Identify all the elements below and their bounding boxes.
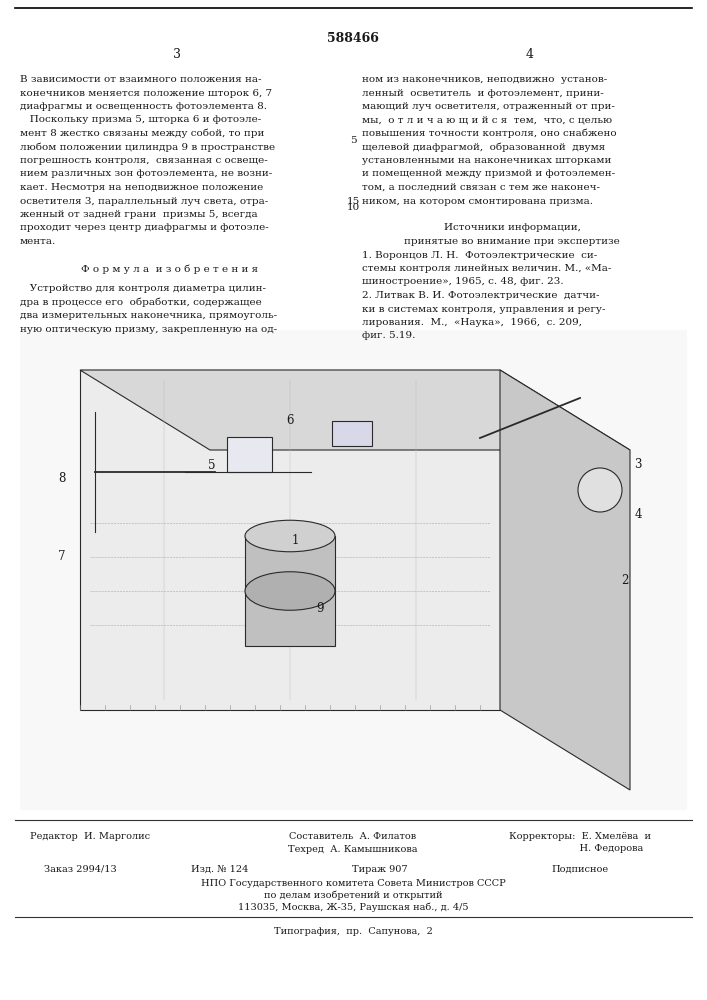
Text: 6: 6: [286, 414, 293, 428]
Text: осветителя 3, параллельный луч света, отра-: осветителя 3, параллельный луч света, от…: [20, 196, 268, 206]
Text: лирования.  М.,  «Наука»,  1966,  с. 209,: лирования. М., «Наука», 1966, с. 209,: [362, 318, 582, 327]
Text: 9: 9: [316, 601, 324, 614]
Text: мент 8 жестко связаны между собой, то при: мент 8 жестко связаны между собой, то пр…: [20, 129, 264, 138]
Text: 15: 15: [346, 196, 360, 206]
Polygon shape: [227, 437, 272, 472]
Circle shape: [578, 468, 622, 512]
Text: стемы контроля линейных величин. М., «Ма-: стемы контроля линейных величин. М., «Ма…: [362, 264, 612, 273]
Text: мающий луч осветителя, отраженный от при-: мающий луч осветителя, отраженный от при…: [362, 102, 615, 111]
Ellipse shape: [245, 520, 335, 552]
Text: Устройство для контроля диаметра цилин-: Устройство для контроля диаметра цилин-: [20, 284, 266, 293]
Text: принятые во внимание при экспертизе: принятые во внимание при экспертизе: [404, 237, 620, 246]
Text: и помещенной между призмой и фотоэлемен-: и помещенной между призмой и фотоэлемен-: [362, 169, 615, 178]
Text: ную оптическую призму, закрепленную на од-: ную оптическую призму, закрепленную на о…: [20, 325, 277, 334]
Ellipse shape: [245, 572, 335, 610]
Text: Типография,  пр.  Сапунова,  2: Типография, пр. Сапунова, 2: [274, 927, 433, 936]
Text: 8: 8: [58, 472, 66, 485]
Text: 1: 1: [291, 534, 298, 546]
Text: ки в системах контроля, управления и регу-: ки в системах контроля, управления и рег…: [362, 304, 605, 314]
Text: Подписное: Подписное: [551, 865, 609, 874]
Text: 5: 5: [209, 459, 216, 472]
Text: щелевой диафрагмой,  образованной  двумя: щелевой диафрагмой, образованной двумя: [362, 142, 605, 152]
Text: фиг. 5.19.: фиг. 5.19.: [362, 332, 416, 340]
Text: установленными на наконечниках шторками: установленными на наконечниках шторками: [362, 156, 612, 165]
Text: Корректоры:  Е. Хмелёва  и: Корректоры: Е. Хмелёва и: [509, 832, 651, 841]
Text: женный от задней грани  призмы 5, всегда: женный от задней грани призмы 5, всегда: [20, 210, 257, 219]
Text: 5: 5: [350, 136, 356, 145]
Text: повышения точности контроля, оно снабжено: повышения точности контроля, оно снабжен…: [362, 129, 617, 138]
Text: Ф о р м у л а  и з о б р е т е н и я: Ф о р м у л а и з о б р е т е н и я: [81, 264, 259, 273]
Text: погрешность контроля,  связанная с освеще-: погрешность контроля, связанная с освеще…: [20, 156, 268, 165]
Text: ном из наконечников, неподвижно  установ-: ном из наконечников, неподвижно установ-: [362, 75, 607, 84]
Text: 1. Воронцов Л. Н.  Фотоэлектрические  си-: 1. Воронцов Л. Н. Фотоэлектрические си-: [362, 250, 597, 259]
Text: 588466: 588466: [327, 31, 379, 44]
Text: 10: 10: [346, 203, 360, 212]
Text: ником, на котором смонтирована призма.: ником, на котором смонтирована призма.: [362, 196, 593, 206]
Text: Н. Федорова: Н. Федорова: [517, 844, 643, 853]
Text: по делам изобретений и открытий: по делам изобретений и открытий: [264, 891, 443, 900]
Text: диафрагмы и освещенность фотоэлемента 8.: диафрагмы и освещенность фотоэлемента 8.: [20, 102, 267, 111]
Text: 4: 4: [634, 508, 642, 522]
Text: Поскольку призма 5, шторка 6 и фотоэле-: Поскольку призма 5, шторка 6 и фотоэле-: [20, 115, 262, 124]
Text: ленный  осветитель  и фотоэлемент, прини-: ленный осветитель и фотоэлемент, прини-: [362, 89, 604, 98]
Text: шиностроение», 1965, с. 48, фиг. 23.: шиностроение», 1965, с. 48, фиг. 23.: [362, 277, 563, 286]
Text: нием различных зон фотоэлемента, не возни-: нием различных зон фотоэлемента, не возн…: [20, 169, 272, 178]
Text: конечников меняется положение шторок 6, 7: конечников меняется положение шторок 6, …: [20, 89, 272, 98]
Text: 3: 3: [173, 48, 181, 62]
Text: 7: 7: [58, 550, 66, 564]
Text: мента.: мента.: [20, 237, 57, 246]
Text: два измерительных наконечника, прямоуголь-: два измерительных наконечника, прямоугол…: [20, 311, 277, 320]
Polygon shape: [80, 370, 630, 450]
Text: Техред  А. Камышникова: Техред А. Камышникова: [288, 845, 418, 854]
Text: 2: 2: [621, 574, 629, 586]
Text: Составитель  А. Филатов: Составитель А. Филатов: [289, 832, 416, 841]
Text: кает. Несмотря на неподвижное положение: кает. Несмотря на неподвижное положение: [20, 183, 263, 192]
Text: 3: 3: [634, 458, 642, 472]
Text: Заказ 2994/13: Заказ 2994/13: [44, 865, 117, 874]
Text: мы,  о т л и ч а ю щ и й с я  тем,  что, с целью: мы, о т л и ч а ю щ и й с я тем, что, с …: [362, 115, 612, 124]
Text: проходит через центр диафрагмы и фотоэле-: проходит через центр диафрагмы и фотоэле…: [20, 224, 269, 232]
Bar: [20, 330, 687, 810]
Bar: [332, 421, 372, 446]
Text: том, а последний связан с тем же наконеч-: том, а последний связан с тем же наконеч…: [362, 183, 600, 192]
Text: Редактор  И. Марголис: Редактор И. Марголис: [30, 832, 150, 841]
Text: дра в процессе его  обработки, содержащее: дра в процессе его обработки, содержащее: [20, 298, 262, 307]
Text: НПО Государственного комитета Совета Министров СССР: НПО Государственного комитета Совета Мин…: [201, 879, 506, 888]
Text: Источники информации,: Источники информации,: [443, 224, 580, 232]
Text: В зависимости от взаимного положения на-: В зависимости от взаимного положения на-: [20, 75, 262, 84]
Text: любом положении цилиндра 9 в пространстве: любом положении цилиндра 9 в пространств…: [20, 142, 275, 152]
Text: 4: 4: [526, 48, 534, 62]
Text: 2. Литвак В. И. Фотоэлектрические  датчи-: 2. Литвак В. И. Фотоэлектрические датчи-: [362, 291, 600, 300]
Polygon shape: [500, 370, 630, 790]
Text: Тираж 907: Тираж 907: [352, 865, 408, 874]
Bar: [245, 536, 335, 646]
Text: Изд. № 124: Изд. № 124: [192, 865, 249, 874]
Bar: [80, 370, 500, 710]
Text: 113035, Москва, Ж-35, Раушская наб., д. 4/5: 113035, Москва, Ж-35, Раушская наб., д. …: [238, 903, 468, 912]
